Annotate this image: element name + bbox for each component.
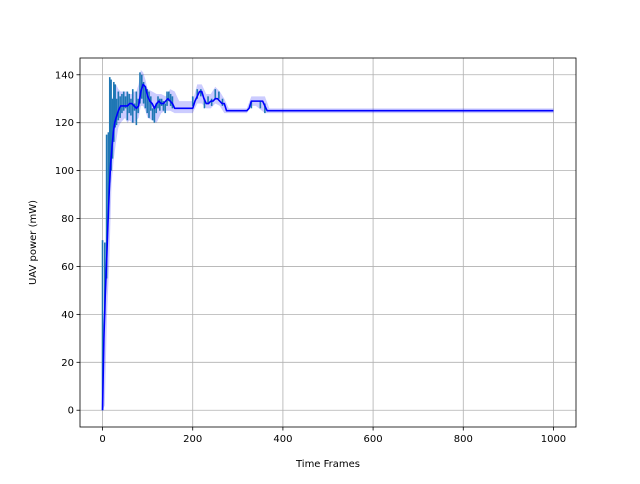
x-axis-label: Time Frames [295, 459, 360, 470]
y-axis-label: UAV power (mW) [28, 200, 39, 285]
y-tick-label: 20 [61, 358, 74, 369]
y-tick-label: 100 [55, 166, 74, 177]
x-tick-label: 0 [99, 434, 105, 445]
y-tick-label: 60 [61, 262, 74, 273]
y-tick-label: 140 [55, 70, 74, 81]
axes-frame [79, 57, 577, 428]
x-tick-label: 200 [183, 434, 202, 445]
x-tick-label: 400 [273, 434, 292, 445]
grid-lines [80, 58, 576, 427]
y-tick-label: 120 [55, 118, 74, 129]
y-tick-label: 0 [68, 406, 74, 417]
x-tick-label: 600 [364, 434, 383, 445]
mean-power-line [101, 83, 554, 411]
y-tick-label: 80 [61, 214, 74, 225]
y-axis-ticks: 0 20 40 60 80 100 120 140 [55, 70, 80, 417]
x-tick-label: 1000 [541, 434, 566, 445]
mean-line-group [101, 83, 554, 411]
x-axis-ticks: 0 200 400 600 800 1000 [99, 427, 566, 445]
y-tick-label: 40 [61, 310, 74, 321]
x-tick-label: 800 [454, 434, 473, 445]
